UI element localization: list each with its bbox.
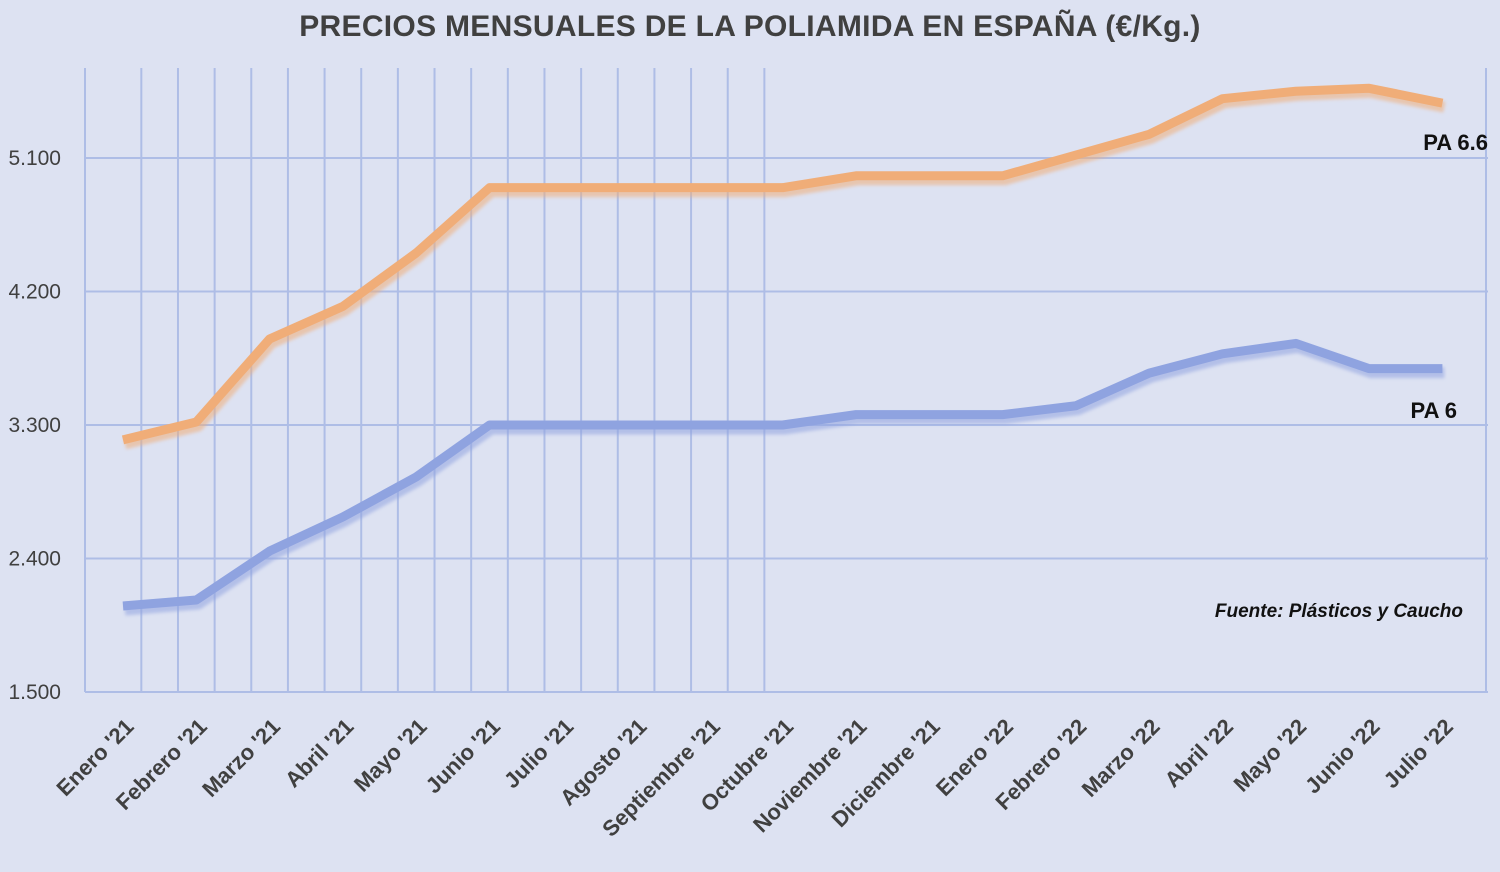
- series-label-pa66: PA 6.6: [1423, 130, 1488, 155]
- chart-title: PRECIOS MENSUALES DE LA POLIAMIDA EN ESP…: [299, 9, 1200, 43]
- x-tick-label: Abril '21: [280, 714, 358, 792]
- y-tick-label: 2.400: [8, 548, 61, 571]
- series-line-shadow: [124, 341, 1445, 616]
- series-label-pa6: PA 6: [1411, 398, 1457, 423]
- source-annotation: Fuente: Plásticos y Caucho: [1215, 601, 1463, 622]
- x-tick-label: Mayo '21: [349, 714, 432, 797]
- x-tick-label: Julio '22: [1379, 714, 1458, 793]
- y-tick-label: 4.200: [8, 281, 61, 304]
- y-tick-label: 1.500: [8, 681, 61, 704]
- series-line: [121, 83, 1444, 445]
- y-axis-ticks: 1.500 2.400 3.300 4.200 5.100: [8, 147, 61, 704]
- series-pa6: [122, 338, 1445, 616]
- x-tick-label: Marzo '22: [1077, 714, 1165, 802]
- series-pa66: [121, 83, 1446, 450]
- y-tick-label: 3.300: [8, 414, 61, 437]
- x-tick-label: Mayo '22: [1229, 714, 1312, 797]
- vertical-gridlines: [84, 68, 1487, 692]
- x-tick-label: Junio '21: [421, 714, 505, 798]
- series-line: [122, 338, 1443, 611]
- series-lines: [121, 83, 1446, 616]
- x-tick-label: Marzo '21: [197, 714, 285, 802]
- x-tick-label: Junio '22: [1300, 714, 1384, 798]
- y-tick-label: 5.100: [8, 147, 61, 170]
- x-tick-label: Abril '22: [1160, 714, 1238, 792]
- series-line-shadow: [123, 86, 1446, 450]
